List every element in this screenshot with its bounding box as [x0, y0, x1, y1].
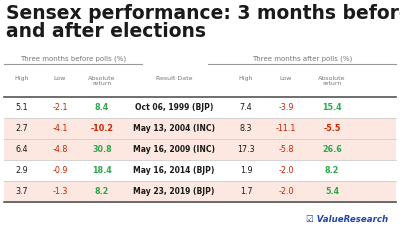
- Text: 1.9: 1.9: [240, 166, 252, 175]
- Text: 8.4: 8.4: [95, 103, 109, 112]
- Text: 8.2: 8.2: [95, 187, 109, 196]
- Text: Oct 06, 1999 (BJP): Oct 06, 1999 (BJP): [135, 103, 213, 112]
- Text: -5.8: -5.8: [278, 145, 294, 154]
- Text: 1.7: 1.7: [240, 187, 252, 196]
- Text: 30.8: 30.8: [92, 145, 112, 154]
- Text: -1.3: -1.3: [52, 187, 68, 196]
- Text: May 23, 2019 (BJP): May 23, 2019 (BJP): [133, 187, 215, 196]
- Text: and after elections: and after elections: [6, 22, 206, 41]
- Text: -5.5: -5.5: [323, 124, 341, 133]
- Text: -2.1: -2.1: [52, 103, 68, 112]
- Text: 18.4: 18.4: [92, 166, 112, 175]
- Text: Result Date: Result Date: [156, 76, 192, 81]
- Text: -2.0: -2.0: [278, 166, 294, 175]
- Text: 8.3: 8.3: [240, 124, 252, 133]
- Text: -3.9: -3.9: [278, 103, 294, 112]
- Text: 2.7: 2.7: [16, 124, 28, 133]
- Text: Low: Low: [54, 76, 66, 81]
- Text: 5.1: 5.1: [16, 103, 28, 112]
- Bar: [4, 181, 396, 202]
- Text: May 16, 2009 (INC): May 16, 2009 (INC): [133, 145, 215, 154]
- Text: May 16, 2014 (BJP): May 16, 2014 (BJP): [133, 166, 215, 175]
- Text: Sensex performance: 3 months before: Sensex performance: 3 months before: [6, 4, 400, 23]
- Text: -2.0: -2.0: [278, 187, 294, 196]
- Text: 26.6: 26.6: [322, 145, 342, 154]
- Text: ☑ ValueResearch: ☑ ValueResearch: [306, 215, 388, 224]
- Text: -4.1: -4.1: [52, 124, 68, 133]
- Text: High: High: [15, 76, 29, 81]
- Text: 3.7: 3.7: [16, 187, 28, 196]
- Text: High: High: [239, 76, 253, 81]
- Text: Three months after polls (%): Three months after polls (%): [252, 55, 352, 62]
- Text: Low: Low: [280, 76, 292, 81]
- Text: 6.4: 6.4: [16, 145, 28, 154]
- Text: Three months before polls (%): Three months before polls (%): [20, 55, 126, 62]
- Bar: [4, 118, 396, 139]
- Text: May 13, 2004 (INC): May 13, 2004 (INC): [133, 124, 215, 133]
- Text: 15.4: 15.4: [322, 103, 342, 112]
- Text: -0.9: -0.9: [52, 166, 68, 175]
- Text: 7.4: 7.4: [240, 103, 252, 112]
- Text: -4.8: -4.8: [52, 145, 68, 154]
- Text: -10.2: -10.2: [90, 124, 114, 133]
- Text: 5.4: 5.4: [325, 187, 339, 196]
- Text: Absolute
return: Absolute return: [88, 76, 116, 86]
- Text: 17.3: 17.3: [237, 145, 255, 154]
- Text: 8.2: 8.2: [325, 166, 339, 175]
- Text: Absolute
return: Absolute return: [318, 76, 346, 86]
- Text: 2.9: 2.9: [16, 166, 28, 175]
- Bar: [4, 139, 396, 160]
- Text: -11.1: -11.1: [276, 124, 296, 133]
